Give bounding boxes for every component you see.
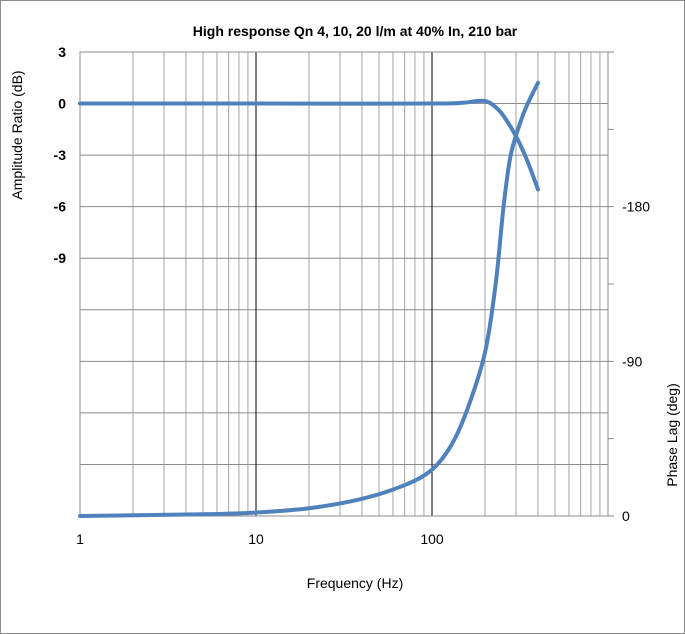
chart-title: High response Qn 4, 10, 20 l/m at 40% In… [193, 23, 518, 39]
right-y-tick-label: -180 [622, 199, 650, 215]
right-y-tick-label: -90 [622, 353, 642, 369]
x-tick-label: 1 [76, 531, 84, 547]
right-y-axis-label: Phase Lag (deg) [664, 383, 680, 487]
x-tick-label: 10 [248, 531, 264, 547]
left-y-tick-label: -6 [54, 199, 67, 215]
left-y-tick-label: -3 [54, 147, 67, 163]
grid-layer [79, 51, 614, 517]
label-layer: 3 0 -3 -6 -9 -180 -90 0 1 10 100 [54, 44, 651, 547]
plot-area-border [79, 51, 609, 517]
x-tick-label: 100 [420, 531, 444, 547]
phase-lag-series-line [78, 80, 540, 518]
left-y-tick-label: -9 [54, 250, 67, 266]
left-y-axis-label: Amplitude Ratio (dB) [9, 70, 25, 199]
x-axis-label: Frequency (Hz) [307, 575, 403, 591]
left-y-tick-label: 0 [58, 96, 66, 112]
right-y-tick-label: 0 [622, 508, 630, 524]
series-layer [78, 80, 540, 518]
left-y-tick-label: 3 [58, 44, 66, 60]
